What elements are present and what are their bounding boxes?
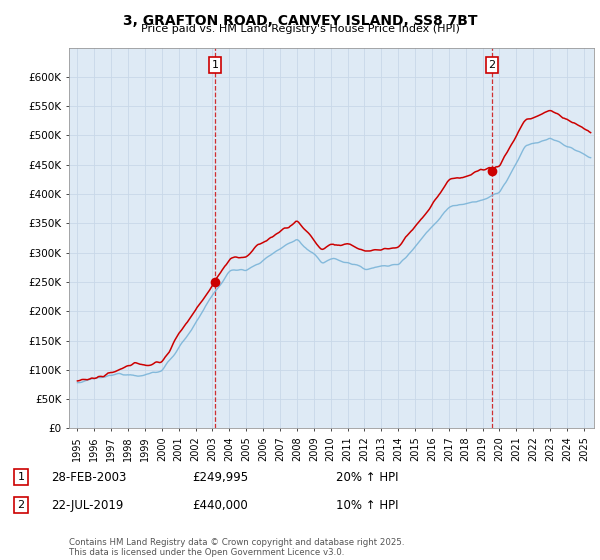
- Text: 28-FEB-2003: 28-FEB-2003: [51, 470, 127, 484]
- Text: 1: 1: [17, 472, 25, 482]
- Text: 10% ↑ HPI: 10% ↑ HPI: [336, 498, 398, 512]
- Text: 2: 2: [17, 500, 25, 510]
- Text: Price paid vs. HM Land Registry's House Price Index (HPI): Price paid vs. HM Land Registry's House …: [140, 24, 460, 34]
- Text: £440,000: £440,000: [192, 498, 248, 512]
- Text: 1: 1: [212, 60, 218, 70]
- Text: 20% ↑ HPI: 20% ↑ HPI: [336, 470, 398, 484]
- Text: £249,995: £249,995: [192, 470, 248, 484]
- Text: 3, GRAFTON ROAD, CANVEY ISLAND, SS8 7BT: 3, GRAFTON ROAD, CANVEY ISLAND, SS8 7BT: [123, 14, 477, 28]
- Text: 22-JUL-2019: 22-JUL-2019: [51, 498, 124, 512]
- Text: Contains HM Land Registry data © Crown copyright and database right 2025.
This d: Contains HM Land Registry data © Crown c…: [69, 538, 404, 557]
- Text: 2: 2: [488, 60, 496, 70]
